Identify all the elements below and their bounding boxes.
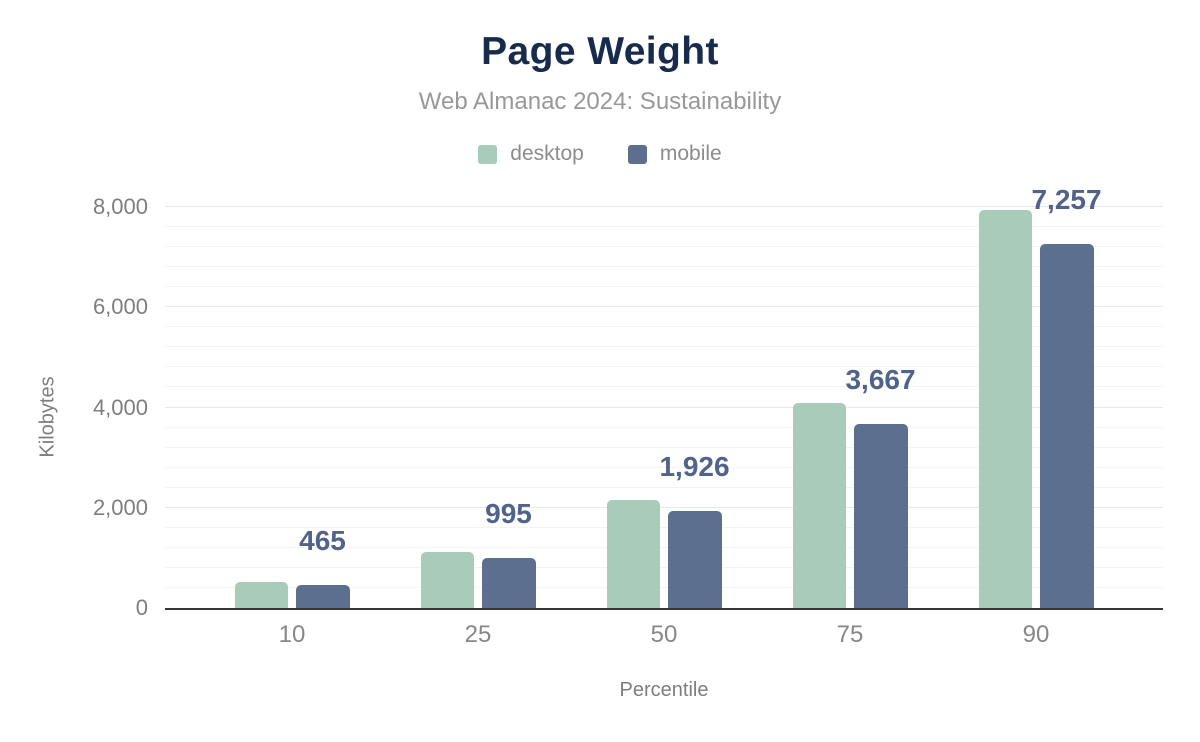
chart-subtitle: Web Almanac 2024: Sustainability xyxy=(418,88,782,115)
gridline-minor xyxy=(165,246,1163,248)
gridline-minor xyxy=(165,366,1163,368)
y-tick-label: 6,000 xyxy=(92,294,148,320)
bar-group: 995 xyxy=(385,188,571,608)
value-label: 3,667 xyxy=(845,364,916,396)
chart-title: Page Weight xyxy=(481,30,719,73)
gridline-minor xyxy=(165,486,1163,488)
gridline-minor xyxy=(165,526,1163,528)
x-axis-title: Percentile xyxy=(619,679,709,701)
gridline-minor xyxy=(165,226,1163,228)
x-tick-label: 90 xyxy=(1022,621,1050,648)
y-tick-label: 4,000 xyxy=(92,394,148,420)
bar-group: 465 xyxy=(199,188,385,608)
x-tick-label: 75 xyxy=(836,621,864,648)
gridline-minor xyxy=(165,326,1163,328)
x-tick-label: 25 xyxy=(464,621,492,648)
gridline-major xyxy=(165,306,1163,308)
value-label: 1,926 xyxy=(659,451,730,483)
desktop-bar xyxy=(606,500,660,608)
desktop-bar xyxy=(978,209,1032,608)
gridline-minor xyxy=(165,386,1163,388)
mobile-bar xyxy=(667,511,722,608)
value-label: 995 xyxy=(485,498,532,530)
bar-group: 3,667 xyxy=(757,188,943,608)
gridline-minor xyxy=(165,286,1163,288)
y-tick-label: 8,000 xyxy=(92,194,148,219)
value-label: 465 xyxy=(299,524,346,556)
bar-group: 1,926 xyxy=(571,188,757,608)
desktop-bar xyxy=(234,582,288,608)
legend: desktop mobile xyxy=(0,142,1200,166)
mobile-bar xyxy=(295,584,350,608)
gridline-minor xyxy=(165,466,1163,468)
gridline-minor xyxy=(165,266,1163,268)
mobile-bar xyxy=(481,558,536,608)
gridline-minor xyxy=(165,566,1163,568)
gridline-minor xyxy=(165,426,1163,428)
y-tick-label: 0 xyxy=(135,595,148,620)
legend-item-desktop: desktop xyxy=(478,142,584,166)
value-label: 7,257 xyxy=(1031,184,1102,216)
desktop-bar xyxy=(420,552,474,608)
desktop-swatch-icon xyxy=(478,144,498,164)
gridline-minor xyxy=(165,546,1163,548)
plot-area: 465 995 1,926 3,667 7,257 xyxy=(165,184,1163,610)
gridline-major xyxy=(165,206,1163,207)
gridline-minor xyxy=(165,446,1163,448)
mobile-bar xyxy=(1039,244,1094,608)
gridline-major xyxy=(165,406,1163,408)
mobile-bar xyxy=(853,424,908,608)
legend-item-mobile: mobile xyxy=(627,142,722,166)
x-axis-ticks: 10 25 50 75 90 xyxy=(165,622,1163,650)
legend-label-desktop: desktop xyxy=(510,142,584,165)
y-axis-ticks: 0 2,000 4,000 6,000 8,000 xyxy=(0,188,150,620)
desktop-bar xyxy=(792,403,846,608)
x-tick-label: 10 xyxy=(278,621,306,648)
legend-label-mobile: mobile xyxy=(659,142,722,165)
gridline-minor xyxy=(165,346,1163,348)
mobile-swatch-icon xyxy=(627,144,647,164)
y-tick-label: 2,000 xyxy=(92,494,148,520)
x-tick-label: 50 xyxy=(650,621,678,648)
gridline-minor xyxy=(165,586,1163,588)
gridline-major xyxy=(165,506,1163,508)
bar-group: 7,257 xyxy=(943,184,1129,608)
